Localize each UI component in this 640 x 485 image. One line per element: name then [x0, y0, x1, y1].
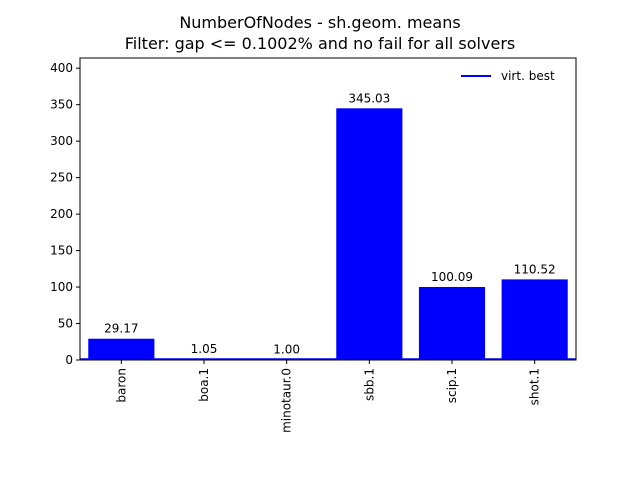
y-tick-label-100: 100	[50, 280, 73, 294]
y-tick-label-50: 50	[58, 317, 73, 331]
chart-title: NumberOfNodes - sh.geom. means	[179, 13, 460, 32]
bars-layer	[88, 108, 568, 360]
y-axis: 0 50 100 150 200 250 300 350 400	[50, 61, 80, 367]
chart-subtitle: Filter: gap <= 0.1002% and no fail for a…	[125, 34, 515, 53]
bar-scip.1	[418, 286, 486, 360]
y-tick-label-350: 350	[50, 98, 73, 112]
data-labels-layer: 29.17 1.05 1.00 345.03 100.09 110.52	[104, 91, 556, 356]
x-tick-label-boa.1: boa.1	[197, 368, 211, 402]
y-tick-label-0: 0	[65, 353, 73, 367]
x-tick-label-shot.1: shot.1	[528, 368, 542, 405]
bar-sbb.1	[336, 108, 403, 360]
data-label-scip.1: 100.09	[431, 270, 473, 284]
legend: virt. best	[461, 69, 555, 83]
data-label-baron: 29.17	[104, 322, 138, 336]
x-tick-label-minotaur.0: minotaur.0	[280, 368, 294, 433]
y-tick-label-300: 300	[50, 134, 73, 148]
data-label-sbb.1: 345.03	[348, 91, 390, 105]
x-tick-label-baron: baron	[114, 368, 128, 403]
bar-baron	[88, 338, 155, 360]
data-label-boa.1: 1.05	[191, 342, 218, 356]
data-label-shot.1: 110.52	[514, 262, 556, 276]
y-tick-label-400: 400	[50, 61, 73, 75]
y-tick-label-150: 150	[50, 244, 73, 258]
x-axis: baron boa.1 minotaur.0 sbb.1 scip.1 shot.1	[114, 360, 542, 433]
data-label-minotaur.0: 1.00	[273, 342, 300, 356]
x-tick-label-sbb.1: sbb.1	[362, 368, 376, 401]
y-tick-label-250: 250	[50, 171, 73, 185]
y-tick-label-200: 200	[50, 207, 73, 221]
bar-shot.1	[501, 279, 568, 360]
x-tick-label-scip.1: scip.1	[445, 368, 459, 403]
legend-label-virt-best: virt. best	[501, 69, 555, 83]
plot-frame	[79, 57, 577, 361]
